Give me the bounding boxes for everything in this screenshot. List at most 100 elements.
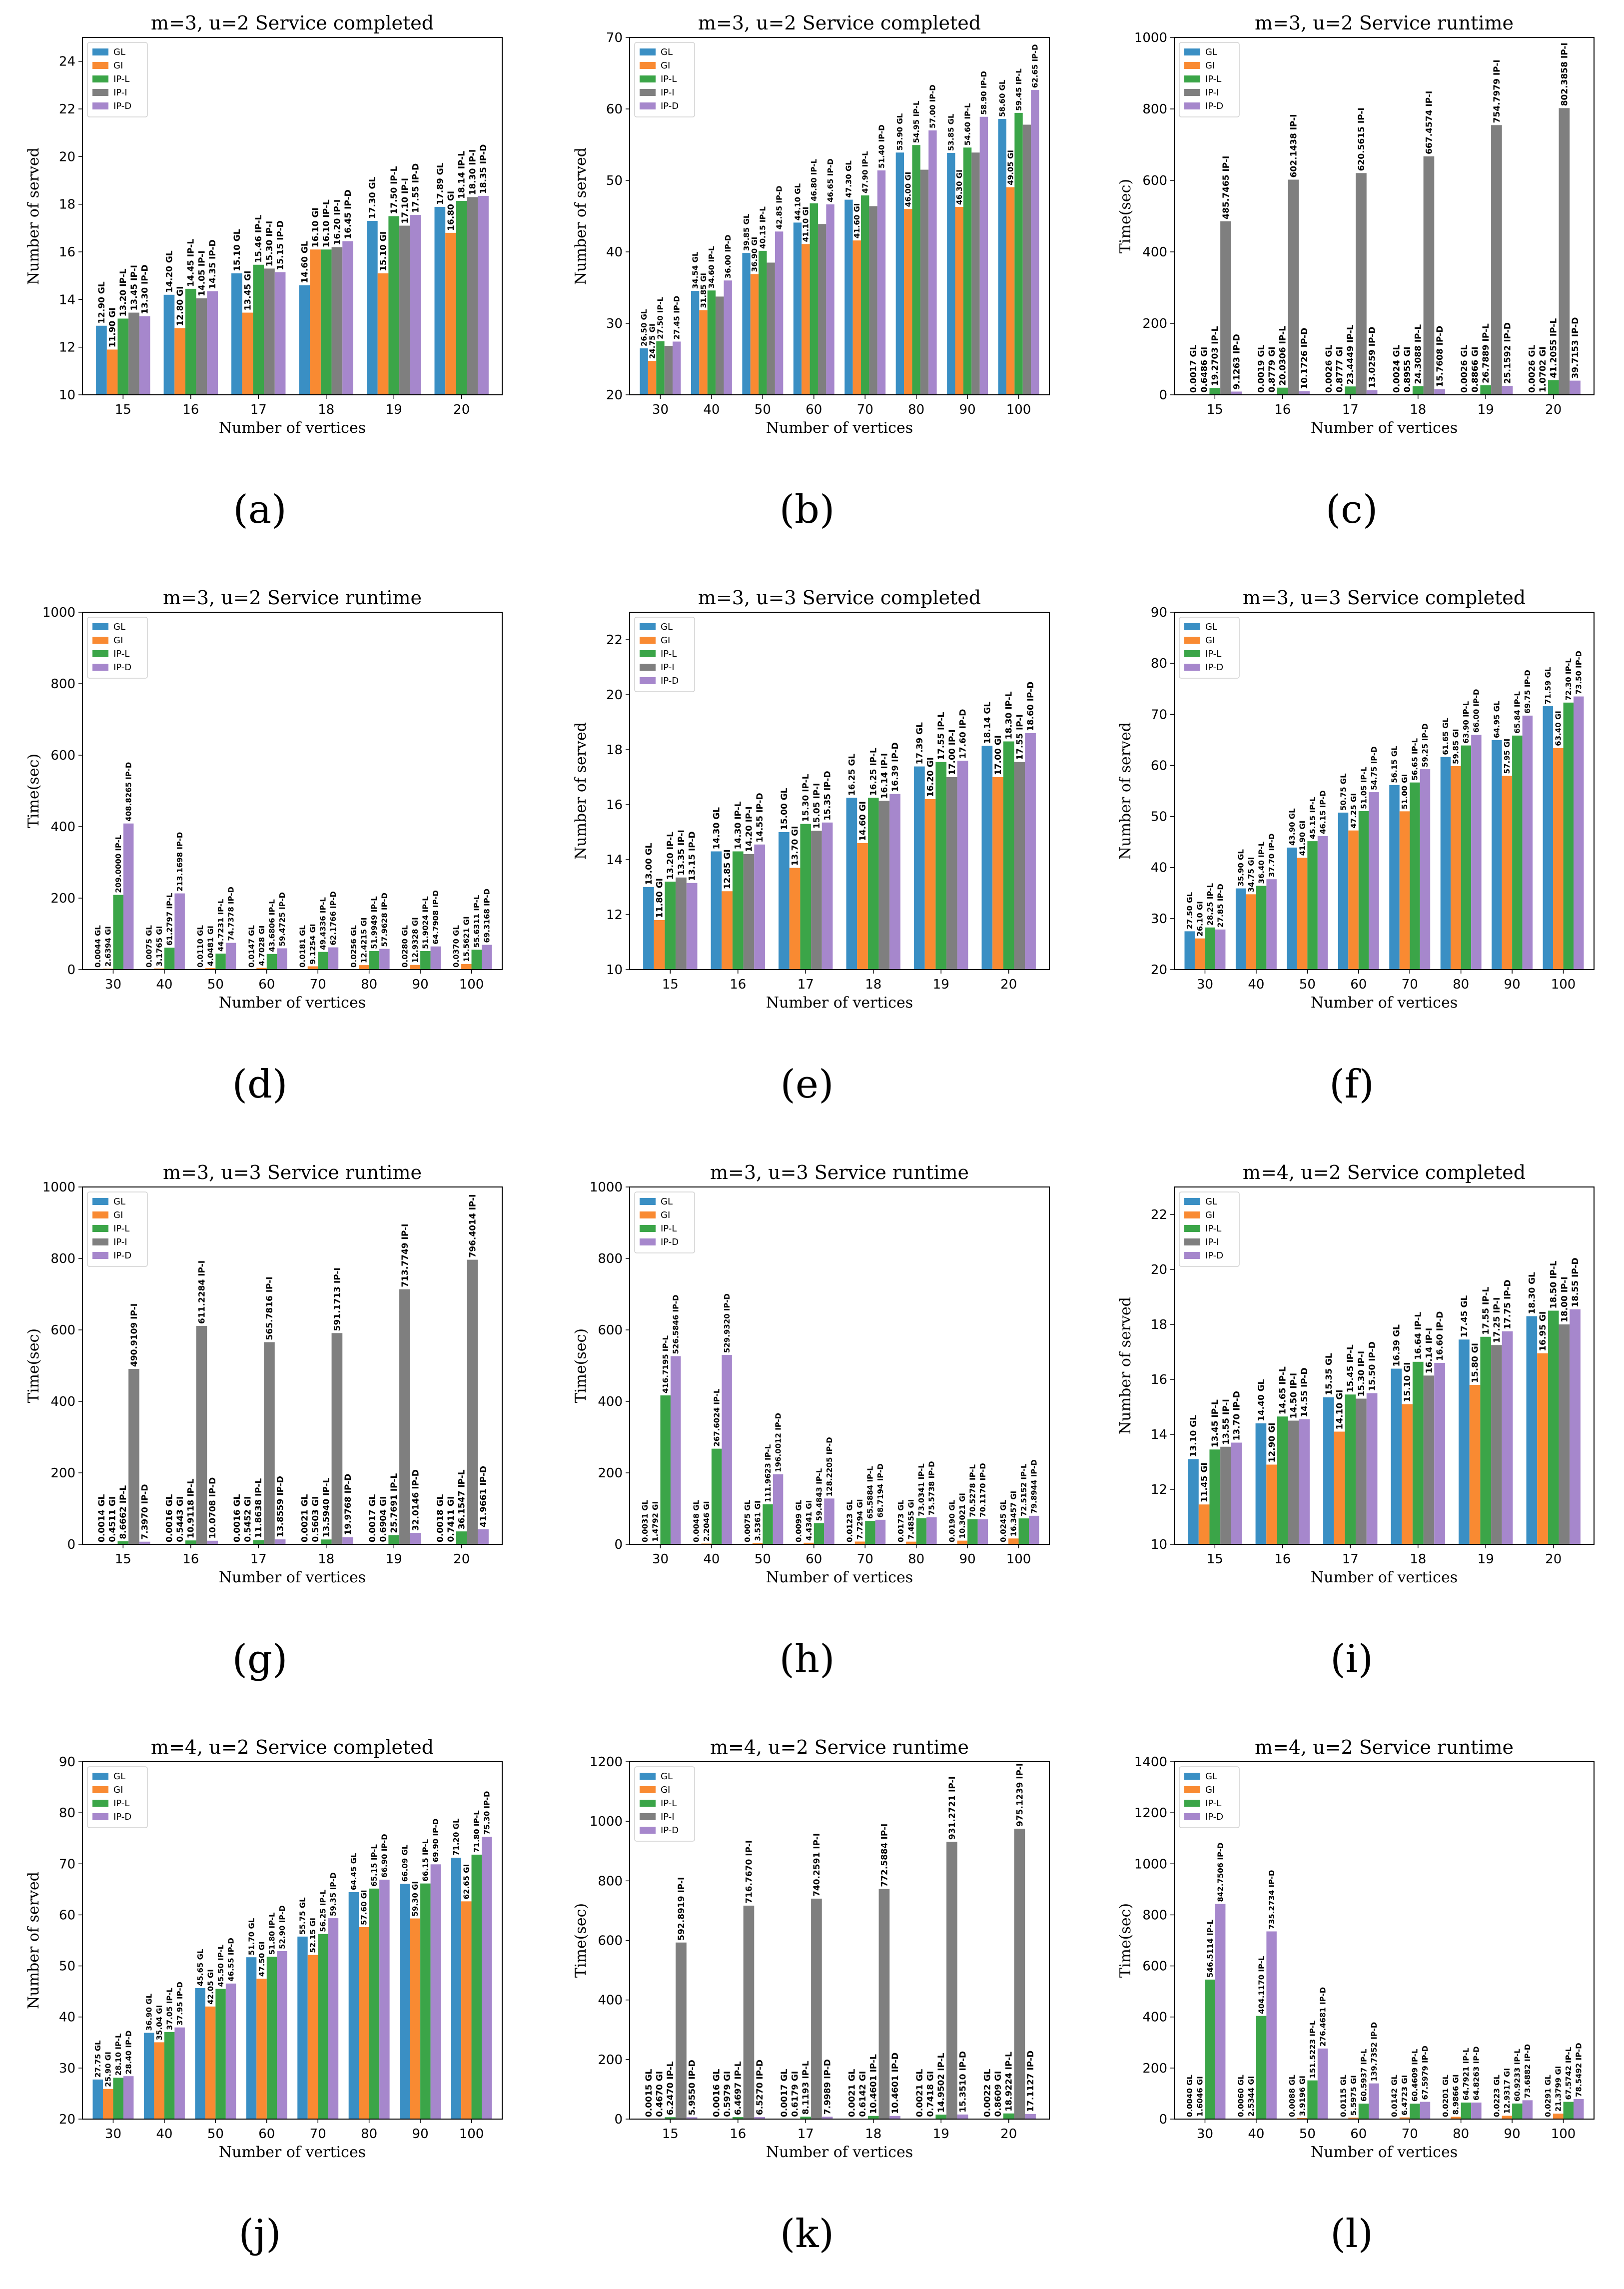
- y-tick-label: 20: [606, 388, 623, 403]
- data-label: 0.8777 GI: [1335, 347, 1345, 393]
- bar-gl-18: [1391, 1369, 1402, 1544]
- y-tick-label: 400: [1142, 2010, 1167, 2025]
- x-tick-label: 17: [1342, 1552, 1359, 1567]
- data-label: 20.0306 IP-L: [1278, 326, 1288, 386]
- data-label: 14.65 IP-L: [1278, 1366, 1288, 1414]
- y-tick-label: 12: [1151, 1482, 1167, 1497]
- bar-ip-d-30: [123, 824, 133, 970]
- data-label: 0.0021 GL: [915, 2069, 925, 2117]
- legend-swatch-gi: [1184, 637, 1200, 644]
- data-label: 67.5742 IP-L: [1564, 2047, 1573, 2100]
- data-label: 13.20 IP-L: [118, 268, 128, 316]
- data-label: 0.0018 GL: [435, 1494, 445, 1542]
- data-label: 50.75 GL: [1339, 773, 1348, 811]
- bar-ip-d-17: [1367, 1393, 1378, 1545]
- y-axis-label: Time(sec): [572, 1903, 590, 1978]
- bar-ip-l-16: [185, 1540, 196, 1544]
- legend-swatch-gl: [1184, 1773, 1200, 1780]
- data-label: 13.5940 IP-L: [322, 1477, 332, 1537]
- y-tick-label: 1200: [1134, 1806, 1167, 1821]
- bar-ip-d-19: [1502, 386, 1513, 395]
- x-tick-label: 16: [730, 977, 746, 992]
- data-label: 0.0223 GL: [1493, 2075, 1502, 2117]
- data-label: 13.45 IP-L: [1210, 1399, 1220, 1447]
- panel-caption: (i): [1102, 1637, 1602, 1682]
- y-axis-label: Number of served: [25, 1872, 42, 2009]
- bar-ip-d-17: [275, 1539, 286, 1544]
- bar-ip-l-70: [318, 1934, 328, 2119]
- data-label: 14.40 GL: [1256, 1379, 1266, 1421]
- bar-ip-l-100: [472, 1855, 482, 2119]
- x-tick-label: 60: [806, 1552, 822, 1567]
- data-label: 27.45 IP-D: [672, 296, 681, 340]
- legend-swatch-gi: [92, 637, 108, 644]
- bar-ip-i-17: [811, 831, 822, 970]
- bar-gi-18: [1402, 1404, 1413, 1545]
- data-label: 13.70 GI: [791, 826, 801, 866]
- legend-label: IP-D: [661, 676, 679, 686]
- data-label: 60.9233 IP-L: [1513, 2049, 1522, 2102]
- data-label: 592.8919 IP-I: [677, 1877, 687, 1941]
- legend-label: IP-D: [113, 662, 131, 673]
- bar-gl-30: [92, 2080, 102, 2119]
- legend-label: IP-L: [113, 74, 129, 84]
- x-tick-label: 18: [318, 402, 334, 417]
- y-axis-label: Number of served: [572, 722, 590, 860]
- bar-gl-40: [691, 291, 699, 395]
- x-tick-label: 17: [798, 977, 814, 992]
- bar-gl-16: [1256, 1423, 1267, 1544]
- bar-ip-l-18: [868, 798, 879, 970]
- data-label: 67.5979 IP-D: [1421, 2046, 1430, 2100]
- data-label: 0.0021 GL: [847, 2069, 857, 2117]
- x-tick-label: 19: [1478, 402, 1494, 417]
- data-label: 13.20 IP-L: [666, 832, 676, 880]
- x-axis-label: Number of vertices: [219, 994, 366, 1012]
- data-label: 0.6142 GI: [858, 2071, 868, 2117]
- legend-swatch-ip-l: [1184, 75, 1200, 82]
- data-label: 16.25 GL: [847, 754, 857, 796]
- bar-gl-90: [400, 1884, 410, 2119]
- y-tick-label: 200: [598, 2053, 623, 2068]
- bar-ip-d-19: [1502, 1331, 1513, 1544]
- data-label: 0.0022 GL: [982, 2069, 992, 2117]
- data-label: 3.1765 GI: [155, 926, 164, 967]
- y-tick-label: 200: [1142, 316, 1167, 331]
- x-tick-label: 100: [1006, 1552, 1031, 1567]
- y-tick-label: 0: [67, 963, 75, 978]
- data-label: 18.30 IP-I: [468, 149, 478, 195]
- data-label: 11.90 GI: [108, 307, 118, 347]
- chart-title: m=3, u=3 Service runtime: [710, 1161, 969, 1183]
- y-tick-label: 18: [1151, 1317, 1167, 1332]
- data-label: 61.65 GL: [1441, 718, 1450, 755]
- bar-gl-80: [896, 152, 904, 395]
- data-label: 37.70 IP-D: [1267, 834, 1276, 878]
- bar-ip-d-70: [328, 1918, 338, 2119]
- bar-gl-18: [846, 798, 857, 970]
- bar-gl-100: [998, 119, 1006, 395]
- y-tick-label: 1200: [590, 1755, 623, 1770]
- legend-label: IP-L: [1205, 1223, 1221, 1234]
- data-label: 36.90 GL: [144, 1993, 153, 2031]
- bar-ip-i-18: [332, 247, 343, 395]
- data-label: 13.0259 IP-D: [1368, 327, 1378, 388]
- data-label: 0.0017 GL: [780, 2069, 790, 2117]
- bar-ip-d-60: [1369, 792, 1379, 970]
- data-label: 63.90 IP-L: [1462, 701, 1471, 743]
- bar-ip-l-40: [708, 290, 716, 395]
- bar-gi-40: [154, 2042, 164, 2119]
- data-label: 69.90 IP-D: [431, 1819, 440, 1863]
- bar-ip-i-15: [128, 1369, 139, 1544]
- legend-swatch-gi: [1184, 1211, 1200, 1218]
- bar-ip-l-18: [321, 249, 332, 395]
- data-label: 0.0015 GL: [644, 2069, 654, 2117]
- data-label: 64.95 GL: [1493, 701, 1502, 738]
- data-label: 0.8779 GI: [1267, 347, 1277, 393]
- data-label: 15.5621 GI: [462, 916, 471, 962]
- data-label: 16.3457 GI: [1009, 1491, 1018, 1536]
- legend-label: GI: [1205, 1210, 1215, 1220]
- legend-swatch-ip-i: [640, 664, 656, 671]
- data-label: 13.45 IP-I: [129, 265, 139, 311]
- bar-gi-90: [410, 965, 420, 970]
